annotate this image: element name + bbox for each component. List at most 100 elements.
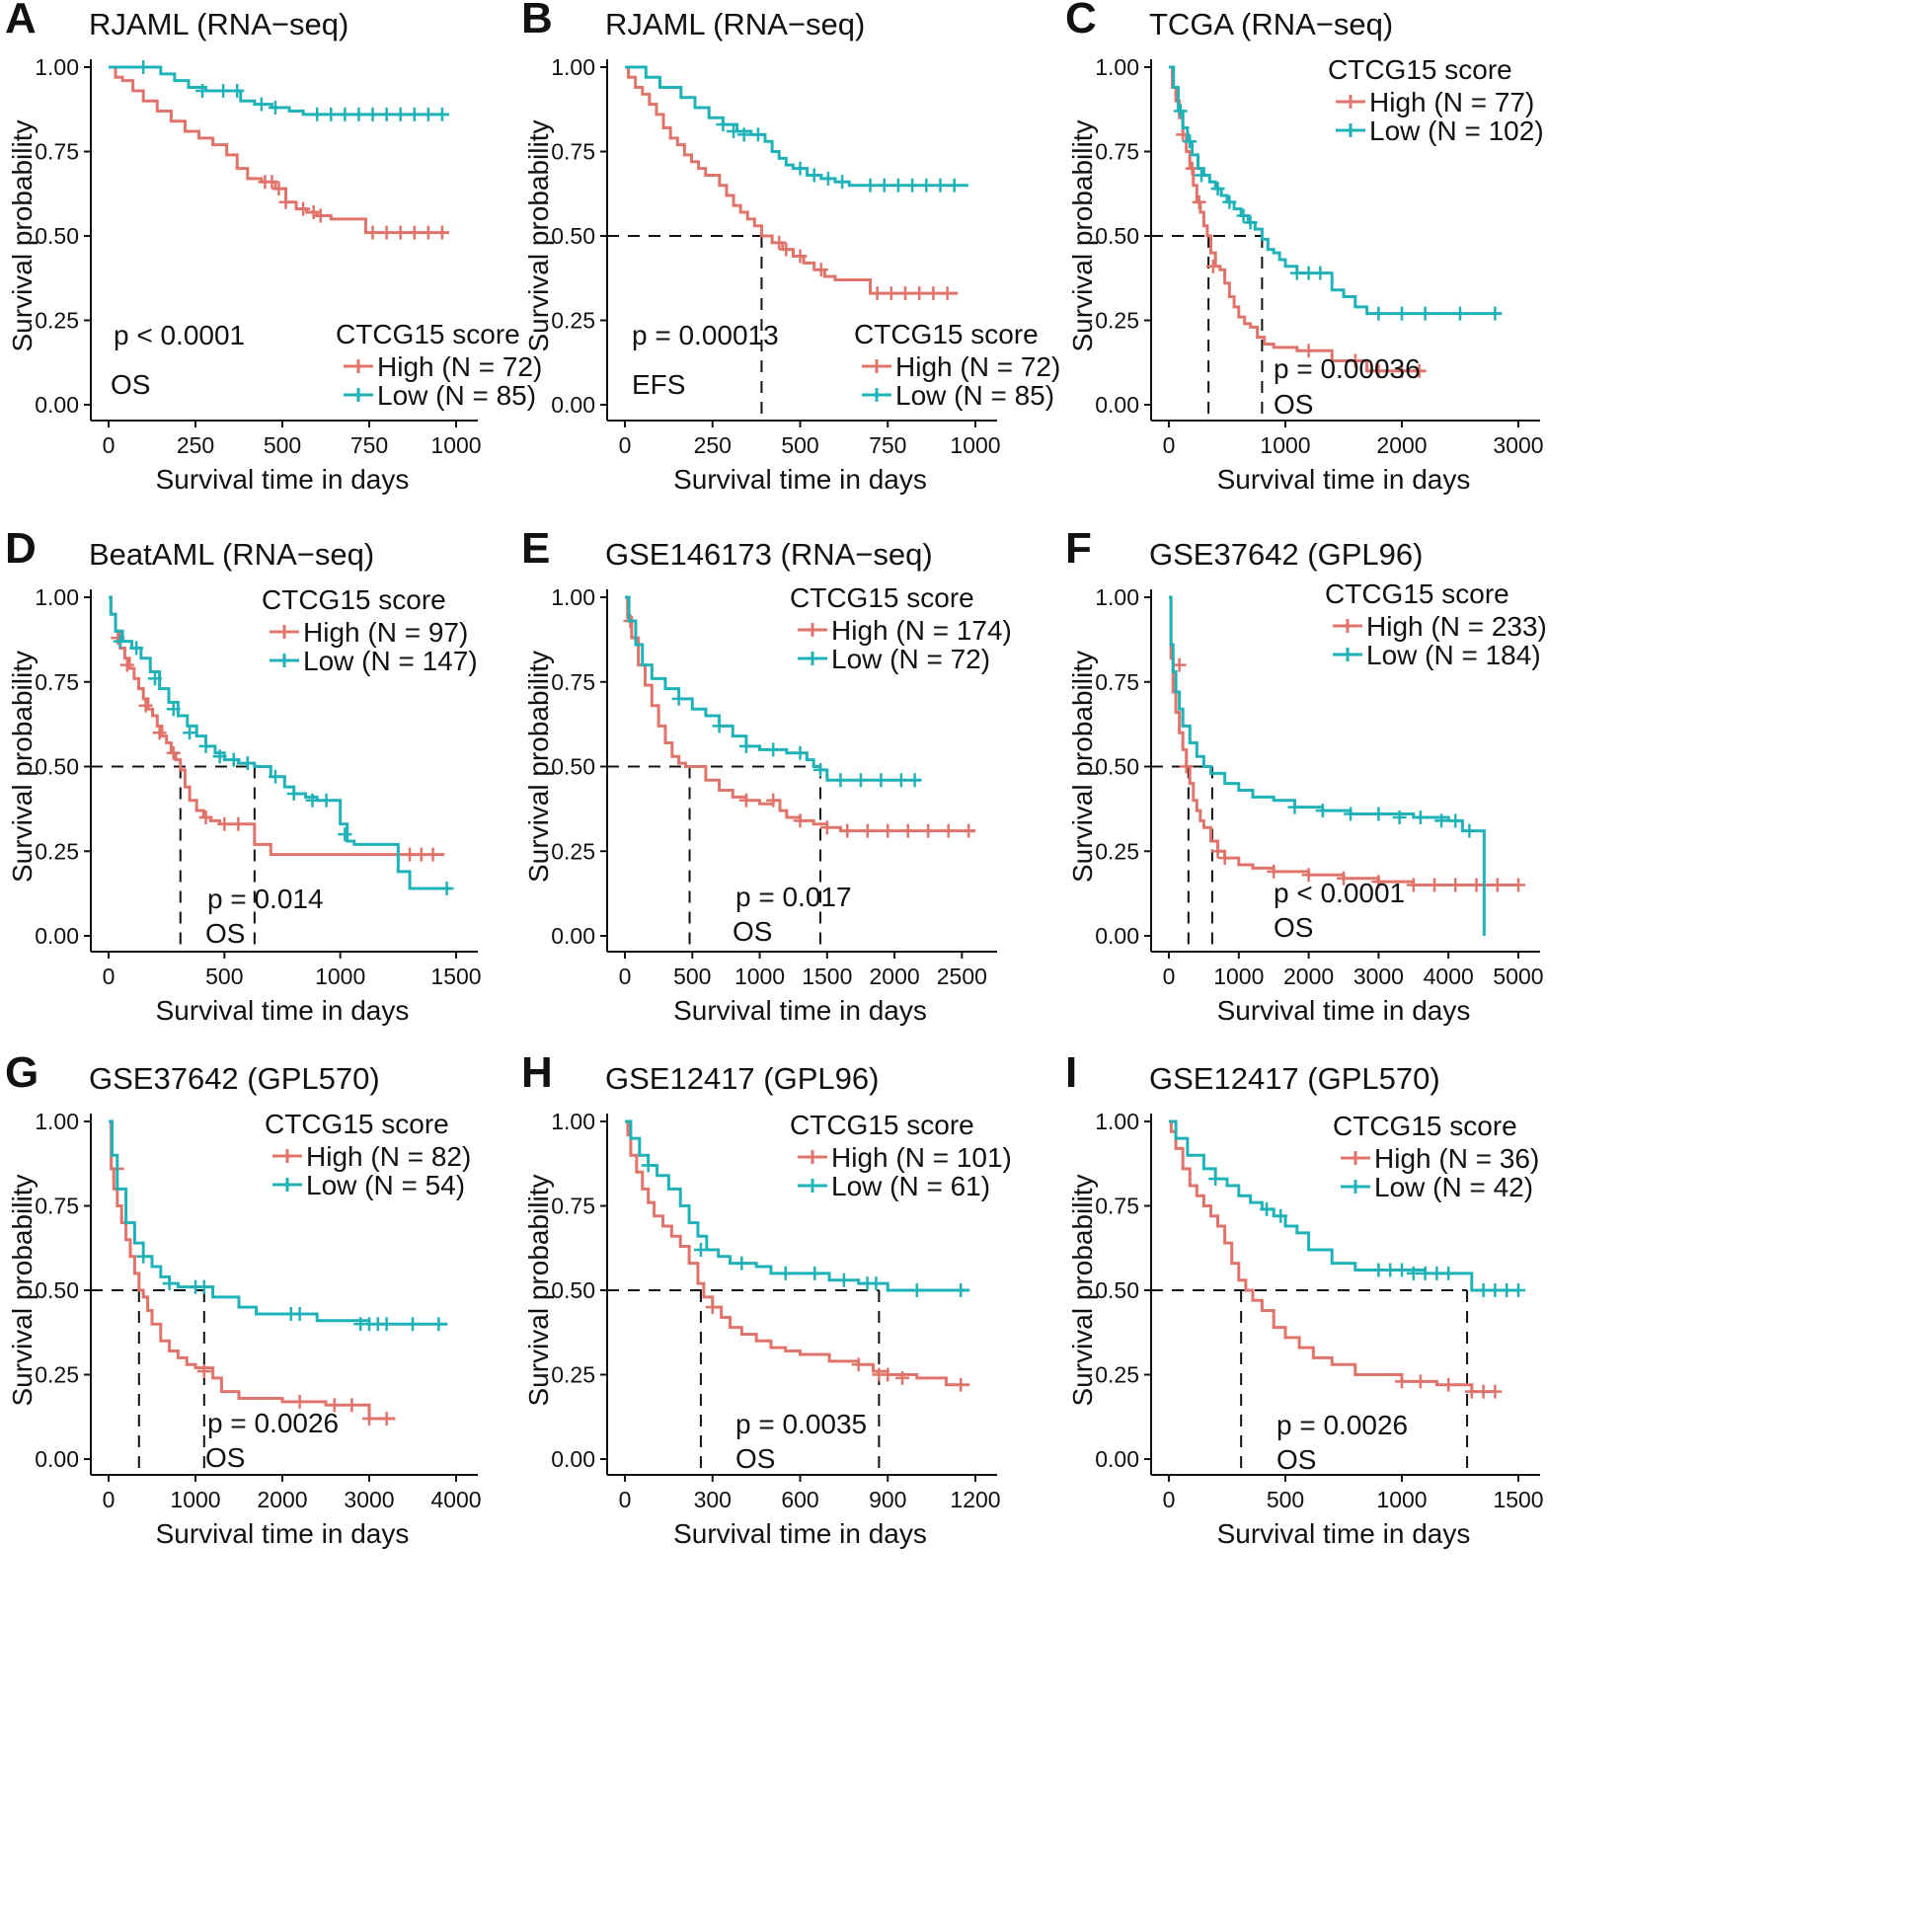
censor-mark: [870, 286, 885, 301]
y-tick-label: 0.50: [551, 223, 595, 249]
endpoint-label: OS: [1276, 1444, 1316, 1475]
panel-letter: D: [5, 524, 37, 573]
p-value-label: p = 0.00036: [1274, 353, 1421, 384]
censor-mark: [365, 107, 380, 121]
censor-mark: [216, 83, 231, 98]
y-tick-label: 0.25: [35, 838, 79, 864]
censor-mark: [407, 225, 422, 240]
panel-i: I GSE12417 (GPL570) 0.00 0.25 0.50 0.75 1.00 0 5…: [1065, 1048, 1544, 1549]
km-curve-low: [625, 595, 922, 782]
censor-mark: [1395, 306, 1409, 321]
y-tick-label: 0.75: [1095, 1194, 1139, 1219]
p-value-label: p = 0.017: [735, 882, 852, 912]
y-tick-label: 0.75: [1095, 669, 1139, 695]
x-tick-label: 1000: [1213, 964, 1264, 989]
km-curve-high: [109, 65, 449, 235]
y-tick-label: 0.25: [1095, 308, 1139, 334]
x-tick-label: 0: [1163, 1487, 1176, 1512]
censor-mark: [1430, 1266, 1444, 1280]
y-axis-title: Survival probability: [7, 120, 38, 352]
legend-key-low: [1336, 123, 1365, 137]
x-tick-label: 1200: [950, 1487, 1000, 1512]
censor-mark: [198, 738, 213, 753]
x-tick-label: 2000: [869, 964, 919, 989]
legend-key-high: [1336, 95, 1365, 109]
legend-label-low: Low (N = 61): [831, 1171, 990, 1201]
censor-mark: [1418, 1266, 1432, 1280]
censor-mark: [1337, 871, 1351, 886]
censor-mark: [1448, 878, 1463, 892]
censor-mark: [268, 101, 282, 116]
censor-mark: [912, 286, 927, 301]
legend-title: CTCG15 score: [854, 319, 1039, 349]
x-tick-label: 500: [673, 964, 711, 989]
legend-label-low: Low (N = 85): [895, 380, 1054, 411]
endpoint-label: OS: [1274, 389, 1313, 420]
legend-title: CTCG15 score: [790, 582, 974, 613]
x-tick-label: 0: [619, 964, 632, 989]
censor-mark: [1210, 844, 1225, 859]
y-tick-label: 0.75: [35, 139, 79, 165]
endpoint-label: OS: [733, 916, 772, 947]
censor-mark: [905, 178, 920, 193]
censor-mark: [1413, 810, 1428, 824]
censor-mark: [1371, 875, 1386, 889]
censor-mark: [1217, 851, 1232, 866]
panel-title: BeatAML (RNA−seq): [89, 537, 374, 572]
legend-label-low: Low (N = 102): [1369, 116, 1544, 146]
censor-mark: [152, 726, 167, 740]
y-tick-label: 0.25: [35, 1362, 79, 1388]
endpoint-label: OS: [111, 369, 150, 400]
censor-mark: [1371, 807, 1386, 821]
censor-mark: [833, 773, 848, 788]
panel-letter: I: [1065, 1048, 1077, 1097]
legend-key-high: [344, 359, 373, 373]
y-tick-label: 1.00: [551, 54, 595, 80]
x-tick-label: 1000: [170, 1487, 220, 1512]
censor-mark: [819, 820, 834, 835]
x-tick-label: 900: [869, 1487, 906, 1512]
x-axis-title: Survival time in days: [673, 995, 927, 1026]
censor-mark: [1301, 344, 1316, 358]
p-value-label: p = 0.0026: [1276, 1410, 1408, 1440]
censor-mark: [434, 225, 449, 240]
x-tick-label: 1000: [734, 964, 785, 989]
censor-mark: [226, 752, 241, 767]
censor-mark: [231, 816, 246, 831]
censor-mark: [962, 823, 976, 838]
censor-mark: [778, 1266, 793, 1280]
censor-mark: [1210, 182, 1225, 196]
censor-mark: [813, 263, 828, 277]
x-tick-label: 0: [1163, 964, 1176, 989]
censor-mark: [1500, 1283, 1514, 1297]
censor-mark: [1488, 1384, 1503, 1399]
censor-mark: [860, 823, 875, 838]
censor-mark: [840, 823, 855, 838]
censor-mark: [212, 749, 227, 764]
censor-mark: [1476, 1283, 1491, 1297]
censor-mark: [921, 823, 936, 838]
censor-mark: [881, 823, 895, 838]
censor-mark: [1441, 1266, 1456, 1280]
censor-mark: [1179, 759, 1194, 774]
legend-title: CTCG15 score: [790, 1110, 974, 1140]
p-value-label: p < 0.0001: [1274, 878, 1405, 908]
censor-mark: [286, 786, 301, 801]
x-axis-title: Survival time in days: [156, 464, 410, 495]
censor-mark: [414, 847, 428, 862]
censor-mark: [421, 225, 435, 240]
y-tick-label: 1.00: [35, 1109, 79, 1134]
y-tick-label: 0.00: [551, 1446, 595, 1472]
p-value-label: p = 0.00013: [632, 320, 779, 350]
censor-mark: [820, 171, 835, 186]
y-tick-label: 0.25: [1095, 1362, 1139, 1388]
censor-mark: [324, 107, 339, 121]
panel-title: GSE37642 (GPL570): [89, 1061, 380, 1096]
x-tick-label: 250: [177, 432, 214, 458]
censor-mark: [895, 1370, 910, 1385]
censor-mark: [954, 1283, 968, 1297]
legend-label-high: High (N = 77): [1369, 87, 1534, 117]
censor-mark: [1511, 878, 1525, 892]
censor-mark: [136, 60, 151, 74]
